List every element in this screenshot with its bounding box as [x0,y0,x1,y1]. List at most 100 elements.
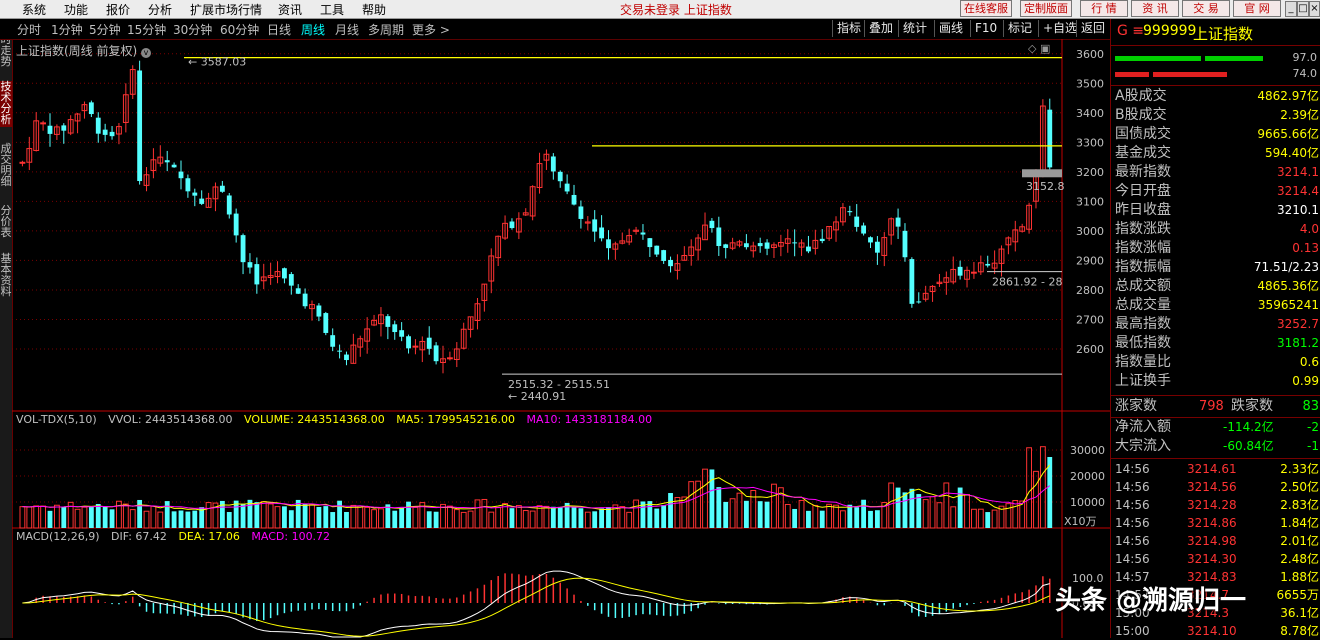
quotes-button[interactable]: 行 情 [1080,0,1128,17]
tick-volume: 2.01亿 [1280,534,1319,548]
candle-body [681,255,688,261]
period-30min[interactable]: 30分钟 [173,23,213,37]
price-tick: 2700 [1076,313,1104,326]
stat-value: 3252.7 [1277,317,1319,331]
candle-body [619,240,626,244]
draw-line-button[interactable]: 画线 [934,20,967,37]
volume-bar [344,511,349,528]
chart-title-text: 上证指数(周线 前复权) [16,44,138,58]
volume-bar [868,510,873,528]
chart-settings-icon[interactable]: ◇ ▣ [1028,42,1051,55]
add-watchlist-button[interactable]: +自选 [1038,20,1081,37]
minimize-icon[interactable]: _ [1285,1,1297,17]
price-tick: 2900 [1076,254,1104,267]
f10-button[interactable]: F10 [970,20,1001,37]
website-button[interactable]: 官 网 [1233,0,1281,17]
volume-bar [971,508,977,529]
tab-technical-analysis[interactable]: 技术分析 [0,80,12,127]
period-intraday[interactable]: 分时 [17,23,42,37]
volume-bar [674,496,681,529]
mid-range-label: 2861.92 - 28 [992,276,1062,289]
statistics-button[interactable]: 统计 [898,20,931,37]
volume-bar [212,502,219,529]
stat-value: 3181.2 [1277,336,1319,350]
overlay-button[interactable]: 叠加 [864,20,897,37]
candlestick-series [19,60,1053,374]
candle-body [233,213,239,236]
dea-value: DEA: 17.06 [178,530,240,543]
volume-bar [137,499,143,528]
candle-body [881,237,888,256]
volume-bar [819,510,825,528]
menu-extended-market[interactable]: 扩展市场行情 [190,3,263,17]
candle-body [522,212,529,216]
menu-news[interactable]: 资讯 [278,3,303,17]
trade-button[interactable]: 交 易 [1182,0,1230,17]
candle-body [674,263,681,271]
online-service-button[interactable]: 在线客服 [960,0,1012,17]
close-icon[interactable]: × [1309,1,1320,17]
price-axis: 3600 3500 3400 3300 3200 3100 3000 2900 2800 2700… [1064,48,1105,610]
volume-bar [330,512,336,528]
period-5min[interactable]: 5分钟 [89,23,121,37]
mark-button[interactable]: 标记 [1003,20,1036,37]
chevron-down-icon[interactable]: v [141,48,152,58]
candle-body [1047,109,1053,168]
candle-body [874,241,880,253]
last-price-box [1022,169,1062,178]
candle-body [695,237,702,251]
volume-bar [233,500,239,528]
candle-body [426,337,432,349]
candle-body [509,221,515,229]
menu-system[interactable]: 系统 [22,3,47,17]
volume-bar [282,506,287,528]
candle-body [192,192,198,196]
period-more[interactable]: 更多 > [412,21,450,38]
back-button[interactable]: 返回 [1076,20,1109,37]
period-weekly[interactable]: 周线 [301,23,326,37]
menu-tools[interactable]: 工具 [320,3,345,17]
news-char-1: 资 [1142,2,1154,15]
period-15min[interactable]: 15分钟 [127,23,167,37]
tab-basic-info[interactable]: 基本资料 [0,252,12,298]
price-tick: 3000 [1076,225,1104,238]
candle-body [806,246,811,252]
volume-bar [1026,447,1032,529]
volume-bar [668,493,673,528]
tab-trade-details[interactable]: 成交明细 [0,142,12,188]
tab-price-table[interactable]: 分价表 [0,204,12,239]
tick-volume: 2.33亿 [1280,462,1319,476]
menu-function[interactable]: 功能 [64,3,89,17]
candle-body [240,235,246,263]
menu-help[interactable]: 帮助 [362,3,387,17]
volume-indicator-name[interactable]: VOL-TDX(5,10) [16,413,97,426]
candle-body [385,316,391,327]
custom-layout-button[interactable]: 定制版面 [1020,0,1072,17]
volume-bar [515,505,522,529]
candlestick-chart-area[interactable]: ← 3587.03 2515.32 - 2515.51← 2440.91 2861.… [12,39,1110,638]
volume-bar [199,507,205,528]
volume-bar [874,510,880,528]
menu-analysis[interactable]: 分析 [148,3,173,17]
macd-indicator-name[interactable]: MACD(12,26,9) [16,530,100,543]
volume-bar [922,499,929,529]
period-1min[interactable]: 1分钟 [51,23,83,37]
maximize-icon[interactable]: □ [1297,1,1309,17]
period-monthly[interactable]: 月线 [335,23,360,37]
volume-bar [192,510,198,528]
candle-body [868,237,873,243]
volume-bar [399,508,405,528]
period-60min[interactable]: 60分钟 [220,23,260,37]
volume-bar [964,494,970,529]
indicator-button[interactable]: 指标 [832,20,865,37]
period-daily[interactable]: 日线 [267,23,292,37]
menu-quote[interactable]: 报价 [106,3,131,17]
stat-label: 指数振幅 [1115,259,1171,275]
news-button[interactable]: 资 讯 [1131,0,1179,17]
volume-bar [260,501,267,529]
period-multi[interactable]: 多周期 [368,23,405,37]
candle-body [847,211,853,213]
stat-label: 昨日收盘 [1115,202,1171,218]
stat-value: 4.0 [1299,222,1319,236]
volume-bar [171,511,177,528]
